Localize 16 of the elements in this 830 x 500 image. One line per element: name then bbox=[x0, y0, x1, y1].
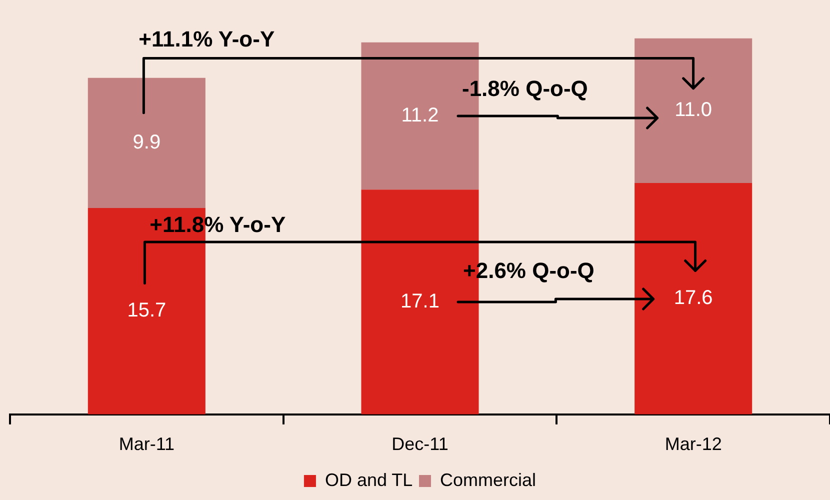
bar bbox=[88, 78, 206, 208]
data-label: 15.7 bbox=[127, 300, 166, 322]
x-tick-label: Dec-11 bbox=[392, 434, 448, 454]
annotation: -1.8% Q-o-Q bbox=[462, 76, 588, 101]
bar bbox=[634, 38, 752, 184]
annotation: +11.1% Y-o-Y bbox=[138, 26, 275, 52]
legend-label: Commercial bbox=[440, 470, 536, 490]
data-label: 17.6 bbox=[674, 287, 713, 310]
data-label: 17.1 bbox=[400, 290, 440, 313]
legend-label: OD and TL bbox=[324, 470, 413, 490]
data-label: 9.9 bbox=[132, 131, 161, 154]
data-label: 11.0 bbox=[674, 99, 712, 122]
bar bbox=[634, 183, 752, 414]
data-label: 11.2 bbox=[401, 104, 439, 126]
x-tick-label: Mar-11 bbox=[118, 434, 175, 454]
x-tick-label: Mar-12 bbox=[664, 434, 722, 454]
